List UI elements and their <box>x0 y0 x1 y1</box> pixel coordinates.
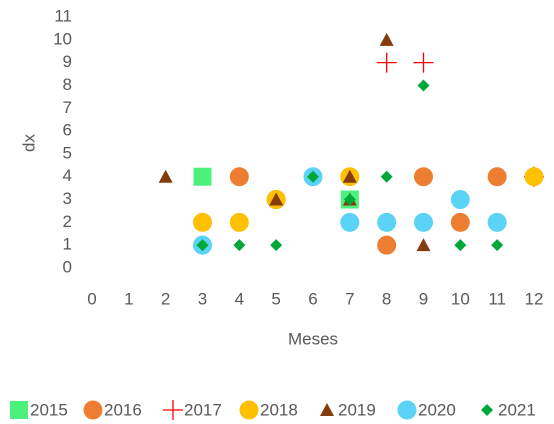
marker <box>193 167 212 186</box>
x-tick-label: 3 <box>198 289 207 308</box>
x-tick-label: 6 <box>308 289 317 308</box>
marker <box>450 212 470 232</box>
legend-label: 2020 <box>418 400 456 419</box>
marker <box>340 212 360 232</box>
marker <box>491 239 504 252</box>
marker <box>413 52 434 73</box>
marker <box>158 169 173 183</box>
y-tick-label: 3 <box>63 189 72 208</box>
marker <box>487 212 507 232</box>
legend-marker <box>83 400 103 420</box>
marker <box>196 239 209 252</box>
marker <box>270 239 283 252</box>
marker <box>229 212 249 232</box>
x-tick-label: 10 <box>451 289 470 308</box>
marker <box>377 212 397 232</box>
marker <box>416 238 431 252</box>
marker <box>269 192 284 206</box>
x-tick-label: 5 <box>271 289 280 308</box>
y-tick-label: 11 <box>54 6 72 25</box>
marker <box>343 193 356 206</box>
y-tick-label: 5 <box>63 143 72 162</box>
legend-label: 2015 <box>30 400 68 419</box>
marker <box>417 79 430 92</box>
marker <box>193 212 212 232</box>
y-tick-label: 9 <box>63 52 72 71</box>
marker <box>524 167 544 187</box>
legend-marker <box>10 401 28 419</box>
x-tick-label: 8 <box>382 289 391 308</box>
x-tick-label: 9 <box>419 289 428 308</box>
marker <box>414 212 433 232</box>
marker <box>379 32 394 46</box>
y-tick-label: 0 <box>63 257 72 276</box>
legend-marker <box>481 404 493 416</box>
x-axis-label: Meses <box>288 329 338 348</box>
marker <box>380 170 393 183</box>
legend-marker <box>163 400 183 420</box>
legend-label: 2018 <box>260 400 298 419</box>
x-tick-label: 4 <box>235 289 244 308</box>
marker <box>376 52 397 73</box>
legend-label: 2016 <box>104 400 142 419</box>
legend-label: 2021 <box>498 400 536 419</box>
y-tick-label: 8 <box>63 75 72 94</box>
marker <box>342 169 357 183</box>
marker <box>229 167 249 187</box>
legend-marker <box>320 403 334 416</box>
x-tick-label: 0 <box>87 289 96 308</box>
x-tick-label: 2 <box>161 289 170 308</box>
x-tick-label: 11 <box>488 289 506 308</box>
marker <box>414 167 433 187</box>
y-tick-label: 7 <box>63 98 72 117</box>
y-tick-label: 1 <box>63 235 72 254</box>
marker <box>450 190 470 210</box>
marker <box>487 167 507 187</box>
legend-label: 2019 <box>338 400 376 419</box>
marker <box>377 235 397 255</box>
x-tick-label: 1 <box>124 289 133 308</box>
y-tick-label: 2 <box>63 212 72 231</box>
legend-marker <box>239 400 259 420</box>
legend-label: 2017 <box>184 400 222 419</box>
y-tick-label: 6 <box>63 121 72 140</box>
marker <box>233 239 246 252</box>
y-tick-label: 10 <box>53 29 72 48</box>
x-tick-label: 7 <box>345 289 354 308</box>
y-axis-label: dx <box>19 134 38 152</box>
y-tick-label: 4 <box>63 166 72 185</box>
x-tick-label: 12 <box>525 289 544 308</box>
legend-marker <box>397 400 417 420</box>
marker <box>454 239 467 252</box>
marker <box>307 170 319 183</box>
